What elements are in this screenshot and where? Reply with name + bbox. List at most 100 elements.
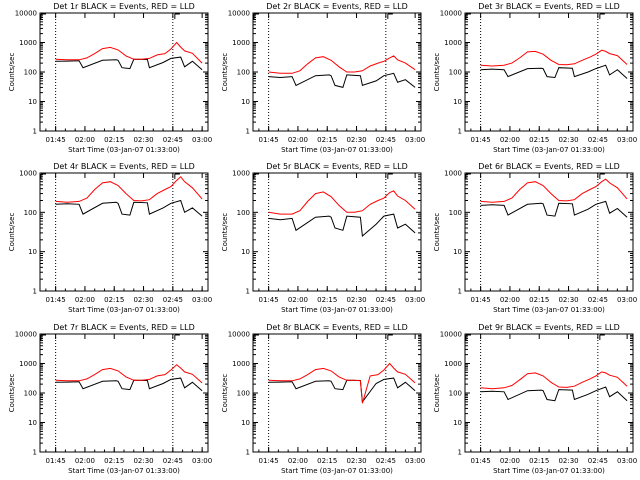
corner-marker bbox=[253, 173, 259, 179]
x-tick-label: 03:00 bbox=[405, 296, 425, 304]
y-tick-label: 10 bbox=[241, 98, 250, 106]
plot-frame bbox=[39, 12, 209, 132]
start-time-label: Start Time (03-Jan-07 01:33:00) bbox=[493, 467, 605, 475]
chart-title: Det 5r BLACK = Events, RED = LLD bbox=[266, 162, 408, 171]
x-tick-label: 03:00 bbox=[617, 296, 637, 304]
x-tick-label: 01:45 bbox=[259, 457, 279, 465]
start-time-label: Start Time (03-Jan-07 01:33:00) bbox=[493, 146, 605, 154]
x-tick-label: 02:45 bbox=[163, 136, 183, 144]
x-tick-label: 02:15 bbox=[529, 457, 549, 465]
x-tick-label: 02:30 bbox=[346, 457, 366, 465]
lld-series-line bbox=[55, 176, 203, 203]
y-tick-label: 1 bbox=[458, 128, 462, 136]
corner-marker bbox=[40, 13, 46, 19]
plot-frame bbox=[464, 12, 634, 132]
plot-frame bbox=[252, 172, 422, 292]
plot-frame bbox=[464, 172, 634, 292]
chart-title: Det 7r BLACK = Events, RED = LLD bbox=[53, 323, 195, 332]
interval-marker bbox=[174, 173, 180, 179]
chart-title: Det 2r BLACK = Events, RED = LLD bbox=[266, 2, 408, 11]
x-tick-label: 03:00 bbox=[192, 296, 212, 304]
y-axis-label: Counts/sec bbox=[433, 374, 441, 413]
y-tick-label: 10000 bbox=[228, 10, 250, 18]
x-tick-label: 03:00 bbox=[617, 136, 637, 144]
x-tick-label: 02:15 bbox=[104, 136, 124, 144]
y-tick-label: 100 bbox=[24, 69, 37, 77]
panel-det-7: Det 7r BLACK = Events, RED = LLD Counts/s… bbox=[8, 323, 212, 475]
x-tick-label: 02:00 bbox=[288, 296, 308, 304]
x-tick-label: 03:00 bbox=[617, 457, 637, 465]
x-tick-label: 01:45 bbox=[471, 457, 491, 465]
events-series-line bbox=[55, 377, 203, 392]
x-tick-label: 02:15 bbox=[529, 296, 549, 304]
x-tick-label: 02:15 bbox=[529, 136, 549, 144]
y-axis-label: Counts/sec bbox=[8, 213, 16, 252]
y-tick-label: 1 bbox=[458, 288, 462, 296]
x-tick-label: 02:15 bbox=[317, 296, 337, 304]
y-axis-label: Counts/sec bbox=[433, 53, 441, 92]
y-tick-label: 100 bbox=[237, 209, 250, 217]
x-tick-label: 03:00 bbox=[192, 457, 212, 465]
y-tick-label: 10 bbox=[28, 248, 37, 256]
y-tick-label: 10000 bbox=[440, 331, 462, 339]
y-tick-label: 10 bbox=[28, 98, 37, 106]
events-series-line bbox=[268, 72, 416, 89]
x-tick-label: 01:45 bbox=[46, 296, 66, 304]
interval-marker bbox=[387, 173, 393, 179]
y-tick-label: 1000 bbox=[232, 360, 250, 368]
corner-marker bbox=[253, 334, 259, 340]
y-tick-label: 1000 bbox=[19, 39, 37, 47]
x-tick-label: 02:30 bbox=[346, 136, 366, 144]
x-tick-label: 02:00 bbox=[75, 457, 95, 465]
plot-frame bbox=[252, 333, 422, 453]
corner-marker bbox=[253, 13, 259, 19]
y-axis-label: Counts/sec bbox=[433, 213, 441, 252]
lld-series-line bbox=[480, 49, 628, 67]
x-tick-label: 02:30 bbox=[133, 296, 153, 304]
interval-marker bbox=[599, 334, 605, 340]
lld-series-line bbox=[268, 190, 416, 215]
x-tick-label: 02:00 bbox=[75, 296, 95, 304]
start-time-label: Start Time (03-Jan-07 01:33:00) bbox=[68, 306, 180, 314]
y-tick-label: 10 bbox=[241, 248, 250, 256]
corner-marker bbox=[465, 13, 471, 19]
x-tick-label: 02:45 bbox=[588, 296, 608, 304]
y-tick-label: 1000 bbox=[232, 170, 250, 178]
y-axis-label: Counts/sec bbox=[221, 53, 229, 92]
x-tick-label: 01:45 bbox=[46, 136, 66, 144]
panel-det-5: Det 5r BLACK = Events, RED = LLD Counts/s… bbox=[221, 162, 425, 314]
y-axis-label: Counts/sec bbox=[221, 374, 229, 413]
x-tick-label: 02:45 bbox=[588, 457, 608, 465]
interval-marker bbox=[174, 334, 180, 340]
interval-marker bbox=[387, 13, 393, 19]
events-series-line bbox=[55, 199, 203, 217]
panel-det-9: Det 9r BLACK = Events, RED = LLD Counts/s… bbox=[433, 323, 637, 475]
y-axis-label: Counts/sec bbox=[221, 213, 229, 252]
x-tick-label: 03:00 bbox=[405, 136, 425, 144]
y-tick-label: 100 bbox=[24, 209, 37, 217]
lld-series-line bbox=[480, 371, 628, 390]
y-tick-label: 10 bbox=[453, 419, 462, 427]
y-tick-label: 100 bbox=[449, 390, 462, 398]
y-tick-label: 10000 bbox=[15, 331, 37, 339]
y-tick-label: 1000 bbox=[444, 170, 462, 178]
lld-series-line bbox=[55, 41, 203, 64]
x-tick-label: 02:15 bbox=[104, 296, 124, 304]
plot-frame bbox=[39, 172, 209, 292]
x-tick-label: 03:00 bbox=[192, 136, 212, 144]
start-time-label: Start Time (03-Jan-07 01:33:00) bbox=[68, 467, 180, 475]
x-tick-label: 01:45 bbox=[46, 457, 66, 465]
x-tick-label: 02:45 bbox=[588, 136, 608, 144]
y-tick-label: 1000 bbox=[19, 170, 37, 178]
lld-series-line bbox=[480, 178, 628, 203]
panel-det-1: Det 1r BLACK = Events, RED = LLD Counts/s… bbox=[8, 2, 212, 154]
interval-marker bbox=[387, 334, 393, 340]
x-tick-label: 02:00 bbox=[500, 457, 520, 465]
y-tick-label: 10 bbox=[241, 419, 250, 427]
x-tick-label: 02:00 bbox=[500, 136, 520, 144]
y-tick-label: 1 bbox=[33, 449, 37, 457]
chart-title: Det 6r BLACK = Events, RED = LLD bbox=[478, 162, 620, 171]
panel-det-3: Det 3r BLACK = Events, RED = LLD Counts/s… bbox=[433, 2, 637, 154]
y-tick-label: 100 bbox=[237, 390, 250, 398]
